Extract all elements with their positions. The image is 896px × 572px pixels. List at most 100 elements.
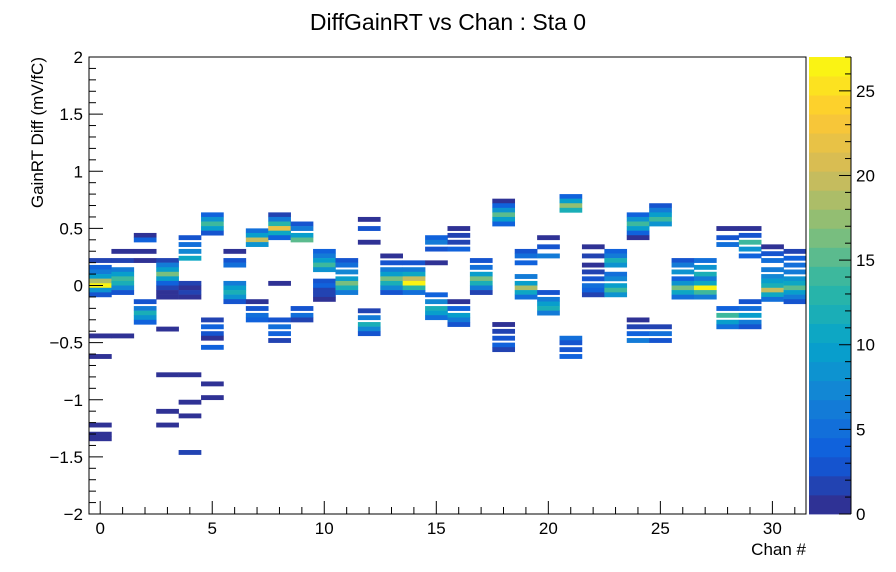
heatmap-cell (268, 235, 291, 241)
heatmap-cell (357, 239, 381, 245)
heatmap-cell (716, 226, 740, 231)
heatmap-cell (537, 310, 560, 316)
heatmap-cell (156, 285, 179, 291)
heatmap-cell (425, 299, 448, 305)
heatmap-cell (133, 319, 157, 325)
heatmap-cell (133, 299, 157, 305)
heatmap-cell (447, 246, 471, 252)
chart-title: DiffGainRT vs Chan : Sta 0 (310, 9, 586, 35)
colorbar-segment (809, 323, 851, 344)
heatmap-cell (290, 312, 314, 318)
heatmap-cell (268, 280, 291, 286)
heatmap-cell (89, 422, 112, 428)
heatmap-cell (245, 232, 269, 238)
colorbar-tick-label: 15 (856, 251, 875, 270)
heatmap-cell (156, 271, 179, 277)
heatmap-cell (626, 221, 650, 227)
heatmap-cell (559, 198, 583, 204)
heatmap-cell (335, 269, 359, 275)
heatmap-cell (290, 226, 314, 231)
heatmap-cell (156, 290, 179, 295)
heatmap-cell (693, 258, 717, 263)
x-tick-label: 15 (427, 519, 446, 538)
colorbar-segment (809, 57, 851, 77)
heatmap-cell (671, 294, 695, 300)
heatmap-cell (783, 290, 807, 295)
heatmap-cell (738, 299, 762, 305)
heatmap-cell (335, 285, 359, 291)
heatmap-cell (268, 216, 291, 222)
heatmap-cell (178, 255, 202, 261)
heatmap-cell (761, 274, 784, 279)
colorbar-segment (809, 114, 851, 134)
heatmap-cell (268, 324, 291, 330)
heatmap-cell (223, 248, 247, 254)
heatmap-cell (201, 395, 224, 401)
colorbar-segment (809, 247, 851, 267)
heatmap-cell (761, 292, 784, 298)
heatmap-cell (738, 312, 762, 318)
heatmap-cell (223, 299, 247, 305)
heatmap-cell (492, 322, 516, 327)
colorbar-tick-label: 10 (856, 336, 875, 355)
heatmap-cell (492, 203, 516, 209)
heatmap-cell (357, 322, 381, 327)
heatmap-cell (581, 262, 605, 268)
heatmap-cell (178, 290, 202, 295)
colorbar-segment (809, 304, 851, 324)
heatmap-cell (380, 267, 403, 273)
heatmap-cell (201, 324, 224, 330)
colorbar-segment (809, 380, 851, 401)
heatmap-cell (111, 333, 135, 339)
heatmap-cell (245, 299, 269, 305)
heatmap-cell (111, 271, 135, 277)
heatmap-cell (537, 306, 560, 311)
heatmap-cell (469, 285, 493, 291)
heatmap-cell (268, 226, 291, 231)
colorbar-segment (809, 190, 851, 210)
color-scale-bar (809, 57, 851, 515)
heatmap-cell (425, 310, 448, 316)
heatmap-cell (693, 280, 717, 286)
heatmap-cell (604, 287, 628, 293)
heatmap-cell (201, 381, 224, 387)
heatmap-cell (671, 269, 695, 275)
colorbar-tick-label: 20 (856, 166, 875, 185)
heatmap-cell (693, 264, 717, 270)
y-tick-label: −1 (64, 391, 83, 410)
heatmap-cell (402, 267, 426, 273)
heatmap-cell (268, 221, 291, 227)
heatmap-cell (537, 296, 560, 302)
heatmap-cell (156, 422, 179, 428)
heatmap-cell (604, 262, 628, 268)
heatmap-cell (290, 306, 314, 311)
y-tick-label: 2 (74, 48, 83, 67)
heatmap-cell (649, 331, 672, 337)
heatmap-cell (313, 267, 336, 273)
heatmap-cell (223, 280, 247, 286)
heatmap-cell (604, 276, 628, 282)
colorbar-segment (809, 133, 851, 153)
heatmap-cell (581, 276, 605, 282)
heatmap-cell (738, 246, 762, 252)
heatmap-cell (201, 317, 224, 323)
heatmap-cell (716, 324, 740, 330)
heatmap-cell (245, 306, 269, 311)
heatmap-cell (245, 228, 269, 234)
heatmap-cell (425, 239, 448, 245)
heatmap-cell (626, 226, 650, 231)
heatmap-cell (357, 216, 381, 222)
heatmap-cell (156, 258, 179, 263)
heatmap-cell (402, 260, 426, 266)
heatmap-cell (559, 207, 583, 213)
heatmap-cell (716, 235, 740, 241)
heatmap-cell (89, 354, 112, 359)
y-tick-label: −2 (64, 505, 83, 524)
heatmap-cell (447, 299, 471, 305)
heatmap-cell (313, 253, 336, 259)
heatmap-cell (335, 276, 359, 282)
y-axis-label: GainRT Diff (mV/fC) (28, 57, 47, 208)
heatmap-cell (693, 285, 717, 291)
heatmap-cell (581, 287, 605, 293)
heatmap-cell (783, 299, 807, 305)
